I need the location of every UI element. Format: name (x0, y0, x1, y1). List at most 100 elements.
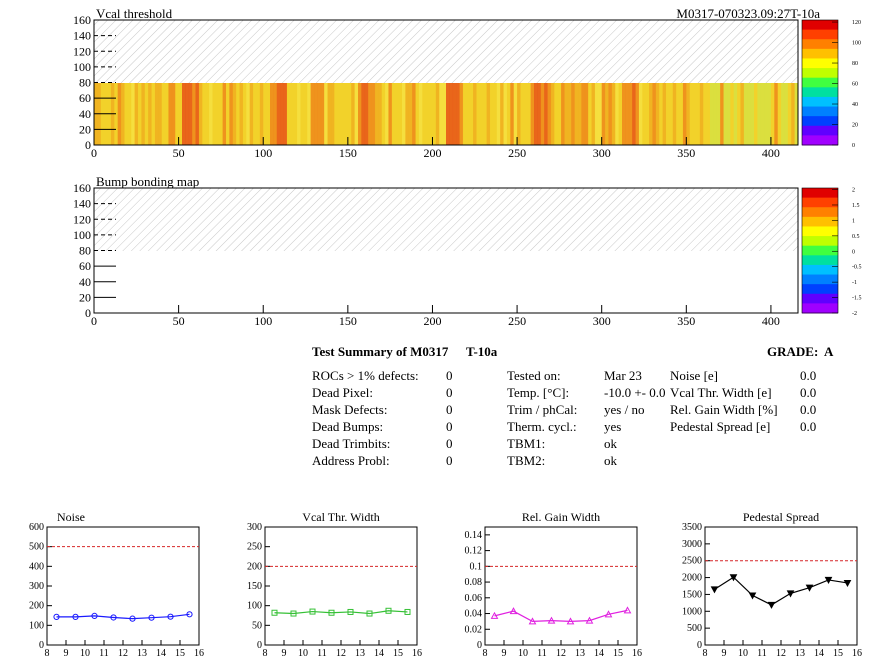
y-tick-label: 20 (79, 122, 91, 136)
heatmap-column (750, 83, 755, 145)
heatmap-column (601, 83, 606, 145)
heatmap-column (496, 83, 501, 145)
heatmap-column (578, 83, 582, 145)
x-tick-label: 12 (118, 648, 128, 659)
data-point (271, 609, 278, 616)
x-tick-label: 13 (575, 648, 585, 659)
heatmap-column (131, 83, 135, 145)
color-scale-label: 1.5 (852, 203, 860, 209)
x-tick-label: 15 (175, 648, 185, 659)
data-point (129, 615, 136, 622)
heatmap-column (192, 83, 196, 145)
heatmap-column (303, 83, 308, 145)
width-label: Noise [e] (670, 368, 719, 383)
condition-label: Trim / phCal: (507, 402, 578, 417)
x-tick-label: 14 (594, 648, 604, 659)
y-tick-label: 0 (697, 640, 702, 651)
heatmap-column (381, 83, 386, 145)
heatmap-column (561, 83, 565, 145)
heatmap-column (777, 83, 782, 145)
heatmap-column (520, 83, 525, 145)
heatmap-column (395, 83, 399, 145)
heatmap-column (226, 83, 230, 145)
heatmap-column (716, 83, 721, 145)
vcal-threshold-heatmap: 0 50 100 150 200 250 300 350 4000204060801001201… (73, 6, 861, 160)
heatmap-column (638, 83, 643, 145)
data-point (604, 610, 613, 618)
color-scale-band (802, 116, 838, 127)
data-point (623, 606, 632, 614)
color-scale-label: 2 (852, 188, 855, 194)
color-scale-band (802, 29, 838, 40)
heatmap-column (364, 83, 369, 145)
heatmap-column (351, 83, 355, 145)
defect-value: 0 (446, 419, 453, 434)
heatmap-column (642, 83, 646, 145)
heatmap-column (456, 83, 460, 145)
heatmap-column (723, 83, 728, 145)
color-scale-label: -2 (852, 311, 857, 317)
color-scale-label: -1.5 (852, 296, 862, 302)
heatmap-column (374, 83, 379, 145)
x-tick-label: 250 (508, 146, 526, 160)
defect-value: 0 (446, 385, 453, 400)
width-value: 0.0 (800, 419, 817, 434)
y-tick-label: 100 (29, 620, 44, 631)
heatmap-column (564, 83, 569, 145)
heatmap-column (232, 83, 237, 145)
defect-label: Dead Trimbits: (312, 436, 391, 451)
heatmap-column (293, 83, 298, 145)
heatmap-column (584, 83, 589, 145)
heatmap-column (764, 83, 768, 145)
heatmap-column (513, 83, 518, 145)
y-tick-label: 0 (85, 138, 91, 152)
data-point (748, 592, 757, 600)
defect-label: Mask Defects: (312, 402, 388, 417)
width-label: Vcal Thr. Width [e] (670, 385, 772, 400)
heatmap-column (263, 83, 267, 145)
heatmap-column (266, 83, 271, 145)
heatmap-column (412, 83, 416, 145)
heatmap-column (154, 83, 159, 145)
heatmap-column (632, 83, 636, 145)
x-tick-label: 11 (537, 648, 547, 659)
chart-title: Noise (57, 510, 85, 524)
heatmap-column (466, 83, 470, 145)
heatmap-column (699, 83, 704, 145)
y-tick-label: 0.08 (465, 577, 483, 588)
heatmap-column (605, 83, 609, 145)
x-tick-label: 400 (762, 314, 780, 328)
y-tick-label: 120 (73, 212, 91, 226)
heatmap-column (330, 83, 335, 145)
data-point (366, 610, 373, 617)
data-point (309, 608, 316, 615)
heatmap-column (151, 83, 156, 145)
x-tick-label: 13 (137, 648, 147, 659)
data-point (824, 576, 833, 584)
x-tick-label: 11 (757, 648, 767, 659)
condition-value: ok (604, 453, 617, 468)
heatmap-column (439, 83, 443, 145)
bump-bonding-heatmap: 0 50 100 150 200 250 300 350 4000204060801001201… (73, 174, 862, 328)
chart-title: Rel. Gain Width (522, 510, 600, 524)
data-point (53, 613, 60, 620)
y-tick-label: 300 (29, 581, 44, 592)
heatmap-column (503, 83, 508, 145)
x-tick-label: 10 (518, 648, 528, 659)
width-label: Pedestal Spread [e] (670, 419, 771, 434)
data-point (347, 608, 354, 615)
heatmap-column (611, 83, 616, 145)
y-tick-label: 250 (247, 542, 262, 553)
vcal-width-chart: Vcal Thr. Width 8 9 10 11 12 13 14 15 16 0 50 100 150… (247, 510, 422, 659)
heatmap-column (689, 83, 694, 145)
heatmap-column (415, 83, 420, 145)
condition-value: yes / no (604, 402, 645, 417)
x-tick-label: 15 (613, 648, 623, 659)
y-tick-label: 1000 (682, 606, 702, 617)
heatmap-column (682, 83, 687, 145)
y-tick-label: 3000 (682, 539, 702, 550)
heatmap-column (517, 83, 521, 145)
heatmap-column (341, 83, 345, 145)
heatmap-column (628, 83, 633, 145)
